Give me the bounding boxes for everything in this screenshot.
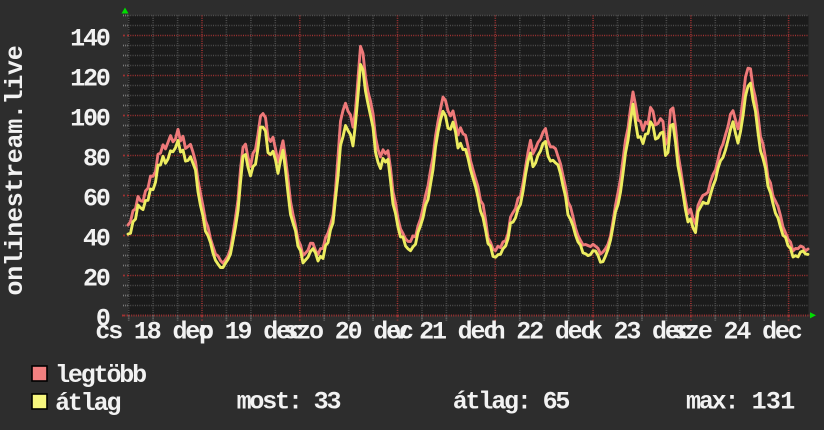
svg-text:k 23 dec: k 23 dec [588, 318, 692, 347]
svg-text:h 22 dec: h 22 dec [491, 318, 595, 347]
svg-text:onlinestream.live: onlinestream.live [1, 46, 30, 296]
svg-text:átlag: átlag [55, 389, 120, 418]
svg-text:40: 40 [83, 225, 110, 254]
svg-text:szo 20 dec: szo 20 dec [283, 318, 413, 347]
svg-text:legtöbb: legtöbb [55, 361, 146, 390]
svg-text:sze 24 dec: sze 24 dec [672, 318, 802, 347]
svg-text:cs 18 dec: cs 18 dec [95, 318, 212, 347]
svg-text:20: 20 [83, 265, 110, 294]
svg-text:131: 131 [752, 387, 795, 416]
svg-text:120: 120 [70, 65, 110, 94]
svg-text:80: 80 [83, 145, 110, 174]
svg-text:v 21 dec: v 21 dec [393, 318, 497, 347]
svg-text:60: 60 [83, 185, 110, 214]
svg-text:0: 0 [96, 305, 110, 334]
svg-text:most: 33: most: 33 [237, 387, 341, 416]
svg-text:p 19 dec: p 19 dec [199, 318, 303, 347]
svg-text:átlag: 65: átlag: 65 [453, 387, 570, 416]
svg-text:140: 140 [70, 25, 110, 54]
svg-text:max:: max: [686, 387, 737, 416]
svg-text:100: 100 [70, 105, 110, 134]
